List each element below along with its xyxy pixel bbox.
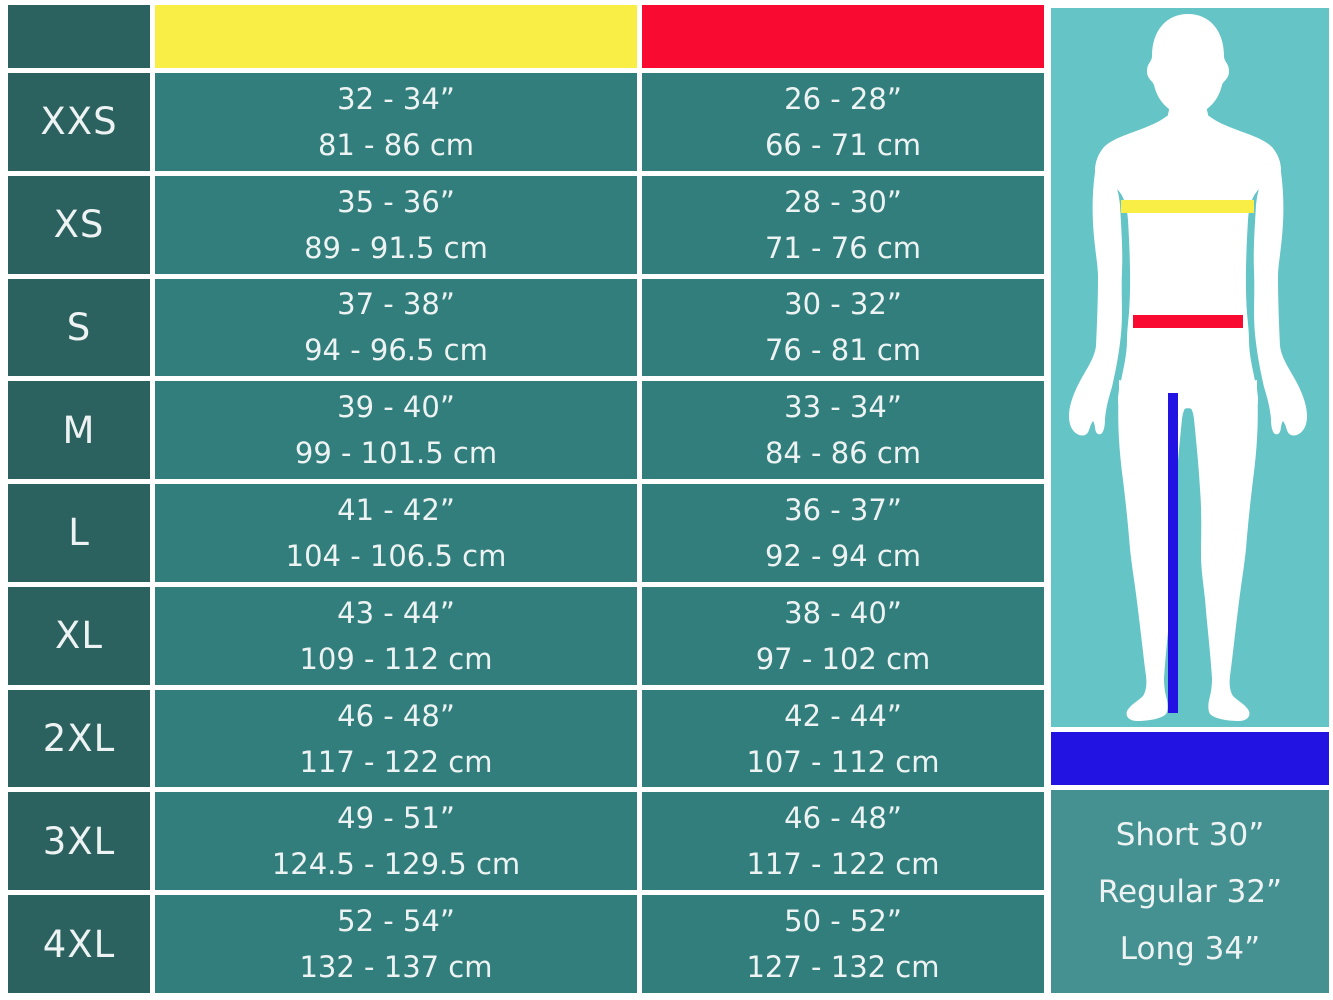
chest-cell-3xl: 49 - 51” 124.5 - 129.5 cm — [155, 792, 637, 891]
chest-cell-xl: 43 - 44” 109 - 112 cm — [155, 586, 637, 685]
waist-inches: 42 - 44” — [784, 698, 902, 733]
chest-cm: 99 - 101.5 cm — [294, 436, 498, 471]
size-label-2xl: 2XL — [8, 689, 150, 788]
chest-cm: 124.5 - 129.5 cm — [271, 847, 521, 882]
waist-cell-2xl: 42 - 44” 107 - 112 cm — [642, 689, 1044, 788]
chest-cm: 89 - 91.5 cm — [304, 230, 488, 265]
chest-inches: 39 - 40” — [337, 390, 455, 425]
chest-cm: 94 - 96.5 cm — [304, 333, 488, 368]
inseam-length-panel: Short 30” Regular 32” Long 34” — [1051, 790, 1329, 993]
waist-cm: 92 - 94 cm — [764, 538, 922, 573]
chest-inches: 49 - 51” — [337, 801, 455, 836]
waist-cm: 66 - 71 cm — [764, 127, 922, 162]
size-label-xl: XL — [8, 586, 150, 685]
chest-cm: 117 - 122 cm — [299, 744, 493, 779]
inseam-option-short: Short 30” — [1115, 816, 1265, 853]
waist-cell-4xl: 50 - 52” 127 - 132 cm — [642, 895, 1044, 993]
size-label-3xl: 3XL — [8, 792, 150, 891]
waist-cm: 107 - 112 cm — [746, 744, 940, 779]
inseam-option-regular: Regular 32” — [1097, 873, 1283, 910]
waist-cell-xxs: 26 - 28” 66 - 71 cm — [642, 73, 1044, 171]
table-corner-cell — [8, 5, 150, 68]
chest-inches: 46 - 48” — [337, 698, 455, 733]
chest-cell-l: 41 - 42” 104 - 106.5 cm — [155, 484, 637, 582]
chest-cell-s: 37 - 38” 94 - 96.5 cm — [155, 278, 637, 377]
chest-cm: 132 - 137 cm — [299, 950, 493, 985]
size-label-l: L — [8, 484, 150, 582]
waist-inches: 30 - 32” — [784, 287, 902, 322]
chest-column-header — [155, 5, 637, 68]
waist-inches: 38 - 40” — [784, 595, 902, 630]
waist-cell-m: 33 - 34” 84 - 86 cm — [642, 381, 1044, 480]
waist-cm: 76 - 81 cm — [764, 333, 922, 368]
chest-inches: 37 - 38” — [337, 287, 455, 322]
chest-inches: 52 - 54” — [337, 904, 455, 939]
chest-cell-xs: 35 - 36” 89 - 91.5 cm — [155, 175, 637, 274]
waist-cm: 84 - 86 cm — [764, 436, 922, 471]
chest-cm: 81 - 86 cm — [317, 127, 475, 162]
chest-measure-line — [1121, 200, 1254, 213]
chest-inches: 32 - 34” — [337, 81, 455, 116]
size-label-xxs: XXS — [8, 73, 150, 171]
size-chart-table: XXS 32 - 34” 81 - 86 cm 26 - 28” 66 - 71… — [8, 5, 1044, 993]
body-silhouette-icon — [1068, 14, 1308, 721]
chest-cell-2xl: 46 - 48” 117 - 122 cm — [155, 689, 637, 788]
chest-cell-4xl: 52 - 54” 132 - 137 cm — [155, 895, 637, 993]
size-label-xs: XS — [8, 175, 150, 274]
waist-cm: 127 - 132 cm — [746, 950, 940, 985]
waist-cm: 97 - 102 cm — [755, 641, 931, 676]
body-measurement-figure — [1051, 8, 1329, 727]
chest-inches: 43 - 44” — [337, 595, 455, 630]
waist-cm: 71 - 76 cm — [764, 230, 922, 265]
chest-inches: 35 - 36” — [337, 184, 455, 219]
waist-cell-l: 36 - 37” 92 - 94 cm — [642, 484, 1044, 582]
waist-inches: 33 - 34” — [784, 390, 902, 425]
chest-cell-m: 39 - 40” 99 - 101.5 cm — [155, 381, 637, 480]
size-label-m: M — [8, 381, 150, 480]
chest-cm: 104 - 106.5 cm — [285, 538, 507, 573]
size-label-4xl: 4XL — [8, 895, 150, 993]
waist-inches: 50 - 52” — [784, 904, 902, 939]
waist-cell-3xl: 46 - 48” 117 - 122 cm — [642, 792, 1044, 891]
inseam-option-long: Long 34” — [1119, 930, 1261, 967]
inseam-legend-bar — [1051, 732, 1329, 785]
waist-measure-line — [1133, 315, 1243, 328]
waist-inches: 36 - 37” — [784, 492, 902, 527]
waist-inches: 46 - 48” — [784, 801, 902, 836]
waist-cell-xl: 38 - 40” 97 - 102 cm — [642, 586, 1044, 685]
waist-inches: 28 - 30” — [784, 184, 902, 219]
chest-inches: 41 - 42” — [337, 492, 455, 527]
chest-cm: 109 - 112 cm — [299, 641, 493, 676]
waist-cell-xs: 28 - 30” 71 - 76 cm — [642, 175, 1044, 274]
chest-cell-xxs: 32 - 34” 81 - 86 cm — [155, 73, 637, 171]
waist-column-header — [642, 5, 1044, 68]
waist-cm: 117 - 122 cm — [746, 847, 940, 882]
waist-cell-s: 30 - 32” 76 - 81 cm — [642, 278, 1044, 377]
waist-inches: 26 - 28” — [784, 81, 902, 116]
size-label-s: S — [8, 278, 150, 377]
inseam-measure-line — [1168, 393, 1178, 713]
